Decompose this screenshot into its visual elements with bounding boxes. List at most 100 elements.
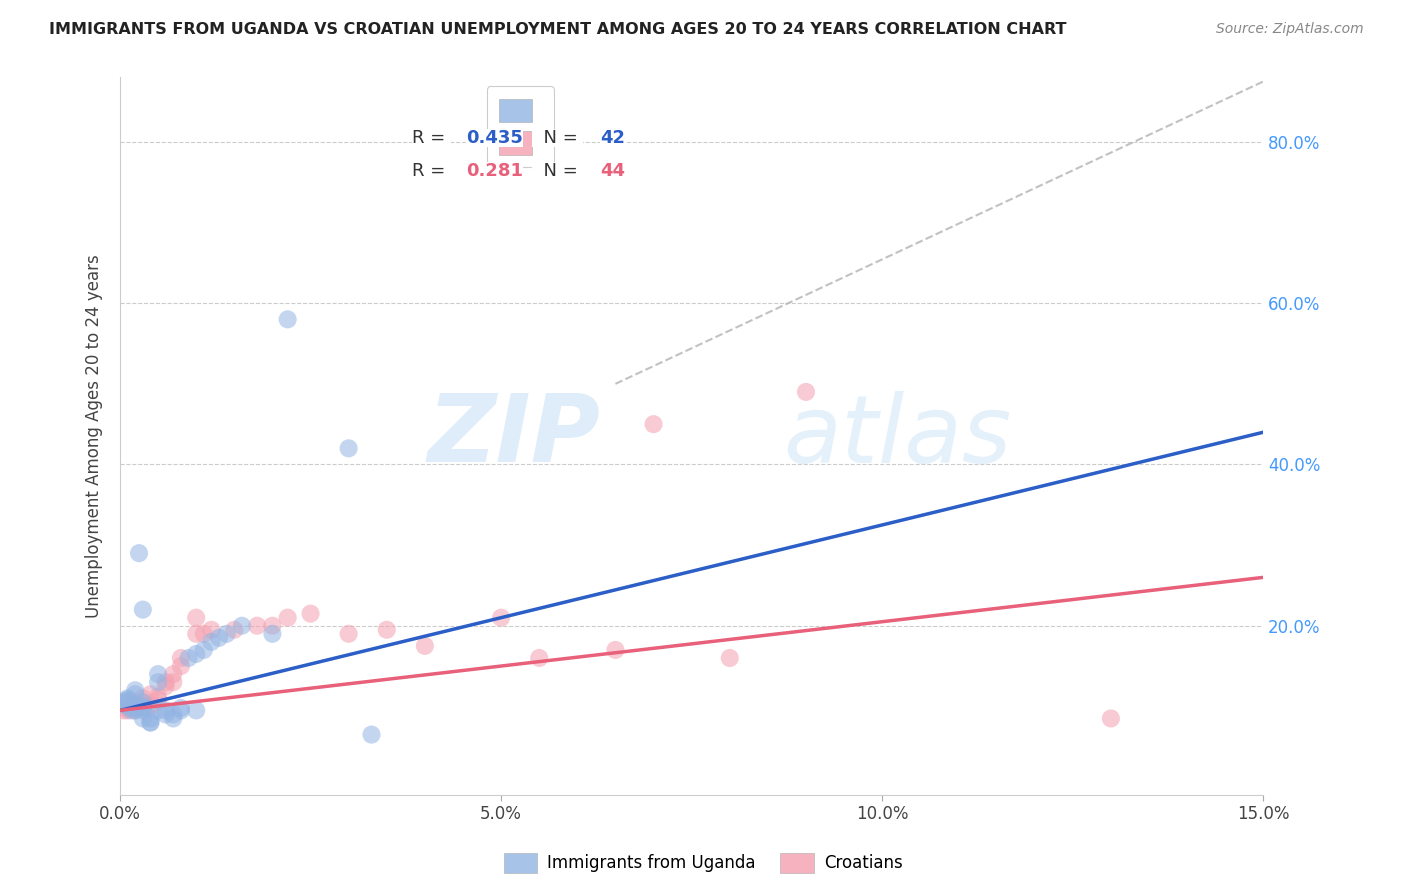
Point (277, 610, 299, 624)
Point (124, 701, 146, 715)
Point (139, 698, 162, 712)
Point (262, 627, 284, 641)
Point (132, 699, 155, 714)
Point (162, 711, 184, 725)
Text: 0.435: 0.435 (467, 129, 523, 147)
Point (186, 647, 208, 661)
Text: ZIP: ZIP (427, 391, 600, 483)
Point (718, 651, 741, 665)
Point (124, 701, 146, 715)
Point (124, 699, 146, 714)
Point (360, 728, 382, 742)
Point (155, 703, 177, 717)
Point (193, 643, 215, 657)
Text: N =: N = (531, 129, 583, 147)
Point (170, 703, 193, 717)
Point (375, 623, 398, 637)
Point (132, 691, 155, 706)
Point (231, 618, 253, 632)
Point (155, 675, 177, 690)
Point (117, 701, 139, 715)
Point (139, 715, 162, 730)
Text: R =: R = (412, 161, 450, 179)
Point (162, 675, 184, 690)
Point (193, 627, 215, 641)
Point (208, 631, 231, 645)
Point (124, 699, 146, 714)
Point (643, 417, 665, 432)
Point (170, 659, 193, 673)
Point (489, 610, 512, 624)
Point (132, 699, 155, 714)
Text: 42: 42 (600, 129, 626, 147)
Point (132, 695, 155, 709)
Point (605, 643, 627, 657)
Point (277, 312, 299, 326)
Point (139, 715, 162, 730)
Text: R =: R = (412, 129, 450, 147)
Point (1099, 711, 1122, 725)
Point (215, 627, 238, 641)
Point (262, 618, 284, 632)
Point (115, 694, 138, 708)
Point (124, 683, 146, 698)
Point (132, 695, 155, 709)
Point (337, 442, 360, 456)
Point (200, 635, 222, 649)
Point (139, 687, 162, 701)
Point (146, 693, 169, 707)
Point (146, 690, 169, 704)
Point (117, 699, 139, 714)
Point (529, 651, 551, 665)
Point (132, 711, 155, 725)
Point (170, 651, 193, 665)
Text: IMMIGRANTS FROM UGANDA VS CROATIAN UNEMPLOYMENT AMONG AGES 20 TO 24 YEARS CORREL: IMMIGRANTS FROM UGANDA VS CROATIAN UNEMP… (49, 22, 1067, 37)
Point (112, 703, 135, 717)
Point (794, 384, 817, 399)
Point (124, 703, 146, 717)
Text: N =: N = (531, 161, 583, 179)
Text: atlas: atlas (783, 391, 1011, 482)
Point (124, 695, 146, 709)
Point (124, 703, 146, 717)
Point (155, 679, 177, 693)
Point (246, 618, 269, 632)
Text: 0.281: 0.281 (467, 161, 523, 179)
Point (146, 703, 169, 717)
Point (124, 687, 146, 701)
Point (299, 607, 322, 621)
Point (224, 623, 246, 637)
Point (117, 691, 139, 706)
Point (186, 703, 208, 717)
Point (413, 639, 436, 653)
Point (120, 701, 142, 715)
Point (132, 701, 155, 715)
Point (128, 546, 150, 560)
Point (186, 610, 208, 624)
Point (117, 695, 139, 709)
Point (170, 701, 193, 715)
Point (132, 703, 155, 717)
Text: 44: 44 (600, 161, 626, 179)
Text: Source: ZipAtlas.com: Source: ZipAtlas.com (1216, 22, 1364, 37)
Point (117, 693, 139, 707)
Point (146, 675, 169, 690)
Point (337, 627, 360, 641)
Point (200, 623, 222, 637)
Point (186, 627, 208, 641)
Point (139, 699, 162, 714)
Point (132, 701, 155, 715)
Point (139, 711, 162, 725)
Legend: , : , (486, 87, 554, 167)
Point (132, 602, 155, 616)
Point (177, 651, 200, 665)
Y-axis label: Unemployment Among Ages 20 to 24 years: Unemployment Among Ages 20 to 24 years (86, 254, 103, 618)
Point (120, 703, 142, 717)
Point (162, 667, 184, 681)
Point (162, 707, 184, 722)
Point (155, 707, 177, 722)
Point (112, 695, 135, 709)
Point (117, 699, 139, 714)
Point (117, 703, 139, 717)
Legend: Immigrants from Uganda, Croatians: Immigrants from Uganda, Croatians (496, 847, 910, 880)
